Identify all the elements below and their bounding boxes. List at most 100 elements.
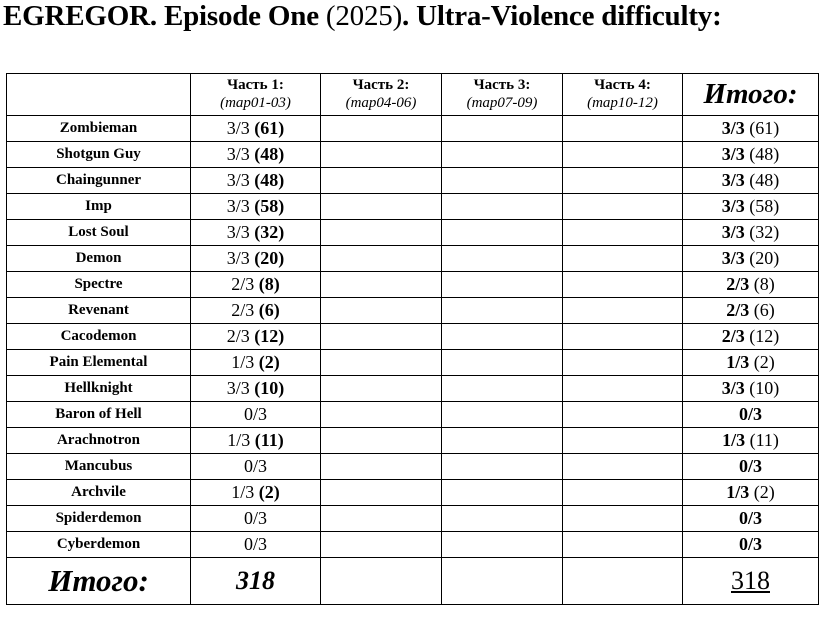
totals-grand: 318 <box>682 557 819 605</box>
part3-cell <box>441 323 563 350</box>
part-title: Часть 4: <box>594 77 651 93</box>
total-kills: (48) <box>749 170 780 190</box>
part1-kills: (2) <box>258 482 280 502</box>
monster-row: Spiderdemon 0/3 0/3 <box>6 505 819 532</box>
part1-cell: 3/3 (48) <box>190 141 321 168</box>
header-corner-cell <box>6 73 191 116</box>
part2-cell <box>320 297 442 324</box>
part-title: Часть 2: <box>352 77 410 93</box>
monster-name: Mancubus <box>6 453 191 480</box>
monster-name: Baron of Hell <box>6 401 191 428</box>
part2-cell <box>320 193 442 220</box>
monster-name: Shotgun Guy <box>6 141 191 168</box>
total-kills: (6) <box>753 300 775 320</box>
part4-cell <box>562 505 683 532</box>
monster-name: Imp <box>6 193 191 220</box>
monster-row: Cyberdemon 0/3 0/3 <box>6 531 819 558</box>
part1-cell: 0/3 <box>190 505 321 532</box>
part4-cell <box>562 141 683 168</box>
monster-name: Arachnotron <box>6 427 191 454</box>
total-ratio: 3/3 <box>721 144 745 164</box>
total-cell: 1/3 (2) <box>682 479 819 506</box>
part2-cell <box>320 271 442 298</box>
part4-cell <box>562 245 683 272</box>
monster-name: Hellknight <box>6 375 191 402</box>
part1-cell: 1/3 (2) <box>190 349 321 376</box>
title-prefix: EGREGOR. Episode One <box>3 0 326 32</box>
total-cell: 3/3 (61) <box>682 115 819 142</box>
part-maps: (map04-06) <box>345 95 417 111</box>
part3-cell <box>441 453 563 480</box>
part-maps: (map10-12) <box>587 95 658 111</box>
part2-cell <box>320 453 442 480</box>
total-cell: 1/3 (2) <box>682 349 819 376</box>
header-part-4: Часть 4: (map10-12) <box>562 73 683 116</box>
total-ratio: 3/3 <box>721 170 745 190</box>
part1-cell: 2/3 (12) <box>190 323 321 350</box>
part4-cell <box>562 401 683 428</box>
total-ratio: 0/3 <box>738 534 762 554</box>
total-cell: 0/3 <box>682 505 819 532</box>
total-kills: (2) <box>753 482 775 502</box>
part-title: Часть 1: <box>227 77 284 93</box>
part2-cell <box>320 479 442 506</box>
title-suffix: . Ultra-Violence difficulty: <box>402 0 722 32</box>
part1-kills: (61) <box>254 118 285 138</box>
total-ratio: 1/3 <box>726 352 750 372</box>
total-cell: 3/3 (10) <box>682 375 819 402</box>
part1-kills: (20) <box>254 248 285 268</box>
part2-cell <box>320 531 442 558</box>
part1-cell: 3/3 (48) <box>190 167 321 194</box>
totals-part1: 318 <box>190 557 321 605</box>
part1-cell: 1/3 (2) <box>190 479 321 506</box>
total-kills: (8) <box>753 274 775 294</box>
total-cell: 3/3 (58) <box>682 193 819 220</box>
total-ratio: 3/3 <box>721 222 745 242</box>
part4-cell <box>562 115 683 142</box>
part1-ratio: 2/3 <box>231 300 255 320</box>
monster-name: Spiderdemon <box>6 505 191 532</box>
header-part-3: Часть 3: (map07-09) <box>441 73 563 116</box>
part3-cell <box>441 375 563 402</box>
total-ratio: 3/3 <box>721 196 745 216</box>
part1-ratio: 0/3 <box>243 456 267 476</box>
part2-cell <box>320 219 442 246</box>
total-cell: 2/3 (12) <box>682 323 819 350</box>
monster-name: Cyberdemon <box>6 531 191 558</box>
total-cell: 0/3 <box>682 531 819 558</box>
part2-cell <box>320 505 442 532</box>
part4-cell <box>562 453 683 480</box>
totals-part2 <box>320 557 442 605</box>
part3-cell <box>441 115 563 142</box>
part1-cell: 3/3 (10) <box>190 375 321 402</box>
part1-cell: 3/3 (32) <box>190 219 321 246</box>
total-ratio: 0/3 <box>738 456 762 476</box>
part1-cell: 3/3 (58) <box>190 193 321 220</box>
part3-cell <box>441 167 563 194</box>
part1-kills: (11) <box>254 430 284 450</box>
header-part-1: Часть 1: (map01-03) <box>190 73 321 116</box>
part3-cell <box>441 245 563 272</box>
total-ratio: 2/3 <box>721 326 745 346</box>
total-cell: 3/3 (48) <box>682 167 819 194</box>
total-cell: 3/3 (20) <box>682 245 819 272</box>
part1-ratio: 2/3 <box>231 274 255 294</box>
total-ratio: 3/3 <box>721 378 745 398</box>
part1-ratio: 0/3 <box>243 508 267 528</box>
total-cell: 0/3 <box>682 453 819 480</box>
monster-name: Spectre <box>6 271 191 298</box>
part1-cell: 2/3 (8) <box>190 271 321 298</box>
part4-cell <box>562 427 683 454</box>
total-ratio: 0/3 <box>738 404 762 424</box>
part1-kills: (8) <box>258 274 280 294</box>
monster-name: Revenant <box>6 297 191 324</box>
monster-row: Zombieman 3/3 (61) 3/3 (61) <box>6 115 819 142</box>
total-ratio: 3/3 <box>721 118 745 138</box>
part1-kills: (48) <box>254 170 285 190</box>
part3-cell <box>441 427 563 454</box>
part1-kills: (58) <box>254 196 285 216</box>
part1-ratio: 3/3 <box>226 248 250 268</box>
monster-row: Arachnotron 1/3 (11) 1/3 (11) <box>6 427 819 454</box>
part2-cell <box>320 115 442 142</box>
part1-ratio: 0/3 <box>243 404 267 424</box>
